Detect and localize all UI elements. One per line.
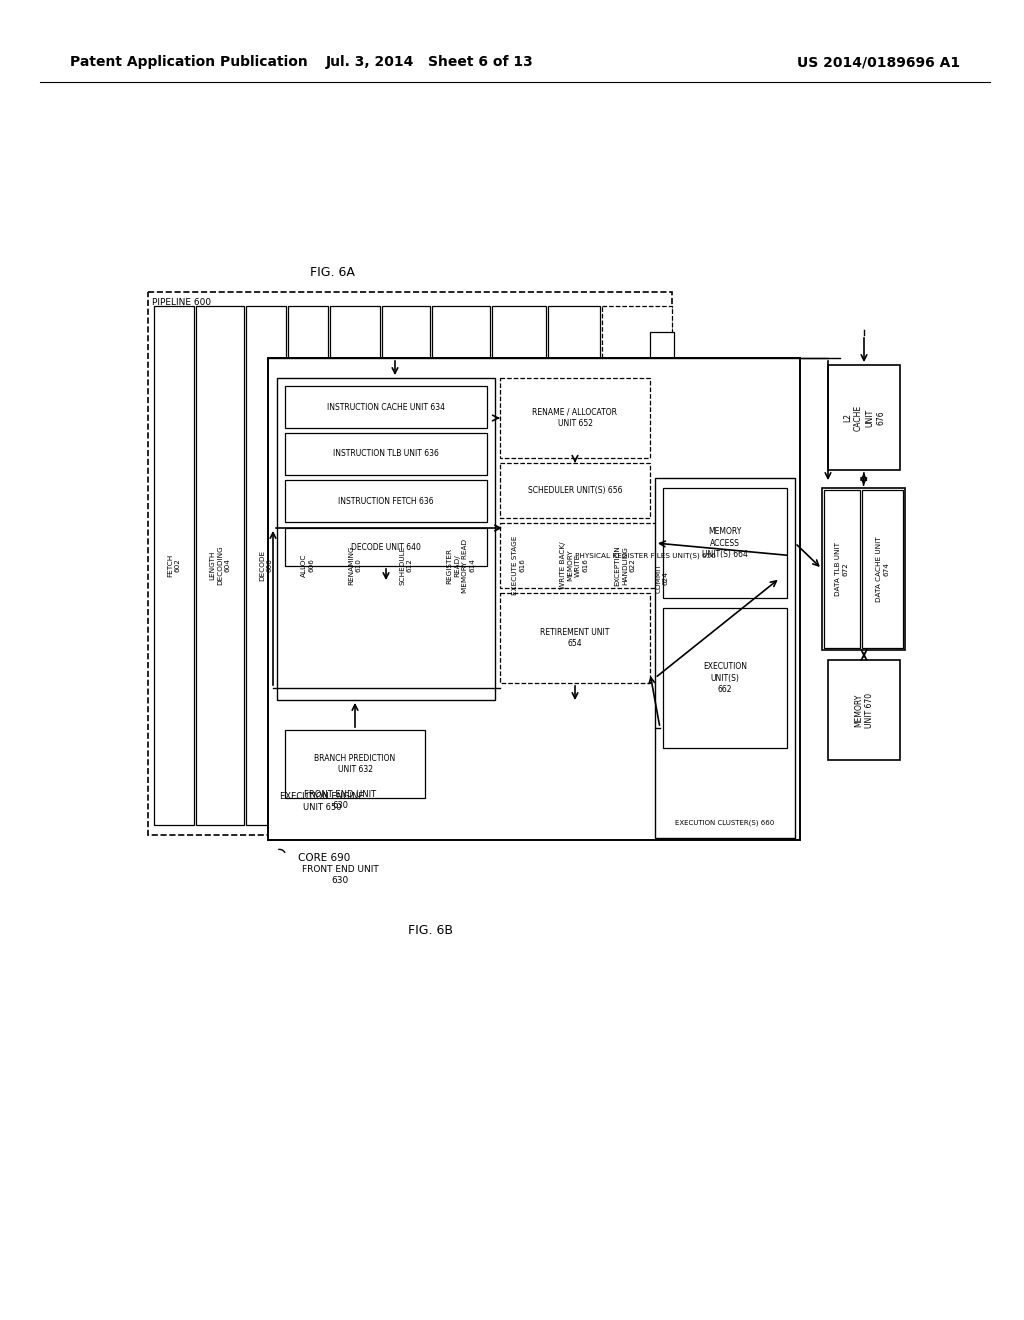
Text: ALLOC
606: ALLOC 606 <box>301 554 314 577</box>
Text: PIPELINE 600: PIPELINE 600 <box>152 298 211 308</box>
Text: FRONT END UNIT
630: FRONT END UNIT 630 <box>302 865 379 884</box>
Text: COMMIT
624: COMMIT 624 <box>655 564 669 593</box>
Text: LENGTH
DECODING
604: LENGTH DECODING 604 <box>210 545 230 585</box>
Bar <box>663 488 787 598</box>
Text: FRONT END UNIT
630: FRONT END UNIT 630 <box>304 789 376 810</box>
Bar <box>824 490 860 648</box>
Text: INSTRUCTION FETCH 636: INSTRUCTION FETCH 636 <box>338 496 434 506</box>
Text: Jul. 3, 2014   Sheet 6 of 13: Jul. 3, 2014 Sheet 6 of 13 <box>326 55 534 69</box>
Text: Patent Application Publication: Patent Application Publication <box>70 55 308 69</box>
Text: MEMORY
UNIT 670: MEMORY UNIT 670 <box>854 693 874 727</box>
Text: EXECUTION CLUSTER(S) 660: EXECUTION CLUSTER(S) 660 <box>676 820 774 826</box>
Bar <box>285 528 487 566</box>
Bar <box>285 385 487 428</box>
Text: INSTRUCTION CACHE UNIT 634: INSTRUCTION CACHE UNIT 634 <box>327 403 445 412</box>
Bar <box>663 609 787 748</box>
Bar <box>822 488 905 649</box>
Bar <box>650 333 674 825</box>
Text: SCHEDULE
612: SCHEDULE 612 <box>399 546 413 585</box>
Text: DECODE UNIT 640: DECODE UNIT 640 <box>351 543 421 552</box>
Bar <box>148 292 672 836</box>
Bar <box>382 306 430 825</box>
Text: FIG. 6B: FIG. 6B <box>408 924 453 936</box>
Text: DECODE
606: DECODE 606 <box>259 550 272 581</box>
Bar <box>330 306 380 825</box>
Text: EXCEPTION
HANDLING
622: EXCEPTION HANDLING 622 <box>614 545 636 586</box>
Text: PHYSICAL REGISTER FILES UNIT(S) 656: PHYSICAL REGISTER FILES UNIT(S) 656 <box>574 552 716 558</box>
Bar <box>285 730 425 799</box>
Bar <box>246 306 286 825</box>
Bar <box>432 306 490 825</box>
Text: L2
CACHE
UNIT
676: L2 CACHE UNIT 676 <box>843 404 885 430</box>
Text: US 2014/0189696 A1: US 2014/0189696 A1 <box>797 55 961 69</box>
Text: FIG. 6A: FIG. 6A <box>310 265 355 279</box>
Bar <box>288 306 328 825</box>
Text: RENAMING
610: RENAMING 610 <box>348 545 361 585</box>
Text: DATA TLB UNIT
672: DATA TLB UNIT 672 <box>836 543 849 597</box>
Bar <box>655 478 795 838</box>
Text: RETIREMENT UNIT
654: RETIREMENT UNIT 654 <box>541 628 609 648</box>
Bar <box>285 480 487 521</box>
Text: INSTRUCTION TLB UNIT 636: INSTRUCTION TLB UNIT 636 <box>333 450 439 458</box>
Bar <box>828 660 900 760</box>
Bar <box>285 433 487 475</box>
Text: EXECUTION ENGINE
UNIT 650: EXECUTION ENGINE UNIT 650 <box>280 792 364 812</box>
Text: FETCH
602: FETCH 602 <box>167 554 181 577</box>
Text: EXECUTE STAGE
616: EXECUTE STAGE 616 <box>512 536 525 595</box>
Text: CORE 690: CORE 690 <box>298 853 350 863</box>
Bar <box>268 358 800 840</box>
Text: DATA CACHE UNIT
674: DATA CACHE UNIT 674 <box>876 536 889 602</box>
Bar <box>500 378 650 458</box>
Bar <box>828 366 900 470</box>
Text: EXECUTION
UNIT(S)
662: EXECUTION UNIT(S) 662 <box>703 663 746 693</box>
Text: MEMORY
ACCESS
UNIT(S) 664: MEMORY ACCESS UNIT(S) 664 <box>702 528 748 558</box>
Text: SCHEDULER UNIT(S) 656: SCHEDULER UNIT(S) 656 <box>527 486 623 495</box>
Text: BRANCH PREDICTION
UNIT 632: BRANCH PREDICTION UNIT 632 <box>314 754 395 774</box>
Text: REGISTER
READ/
MEMORY READ
614: REGISTER READ/ MEMORY READ 614 <box>446 539 475 593</box>
Text: RENAME / ALLOCATOR
UNIT 652: RENAME / ALLOCATOR UNIT 652 <box>532 408 617 428</box>
Bar <box>862 490 903 648</box>
Bar <box>602 306 672 825</box>
Bar <box>500 593 650 682</box>
Bar <box>500 523 790 587</box>
Bar <box>196 306 244 825</box>
Bar <box>154 306 194 825</box>
Bar <box>500 463 650 517</box>
Text: WRITE BACK/
MEMORY
WRITE
616: WRITE BACK/ MEMORY WRITE 616 <box>560 541 588 589</box>
Bar <box>492 306 546 825</box>
Bar <box>548 306 600 825</box>
Bar <box>278 378 495 700</box>
